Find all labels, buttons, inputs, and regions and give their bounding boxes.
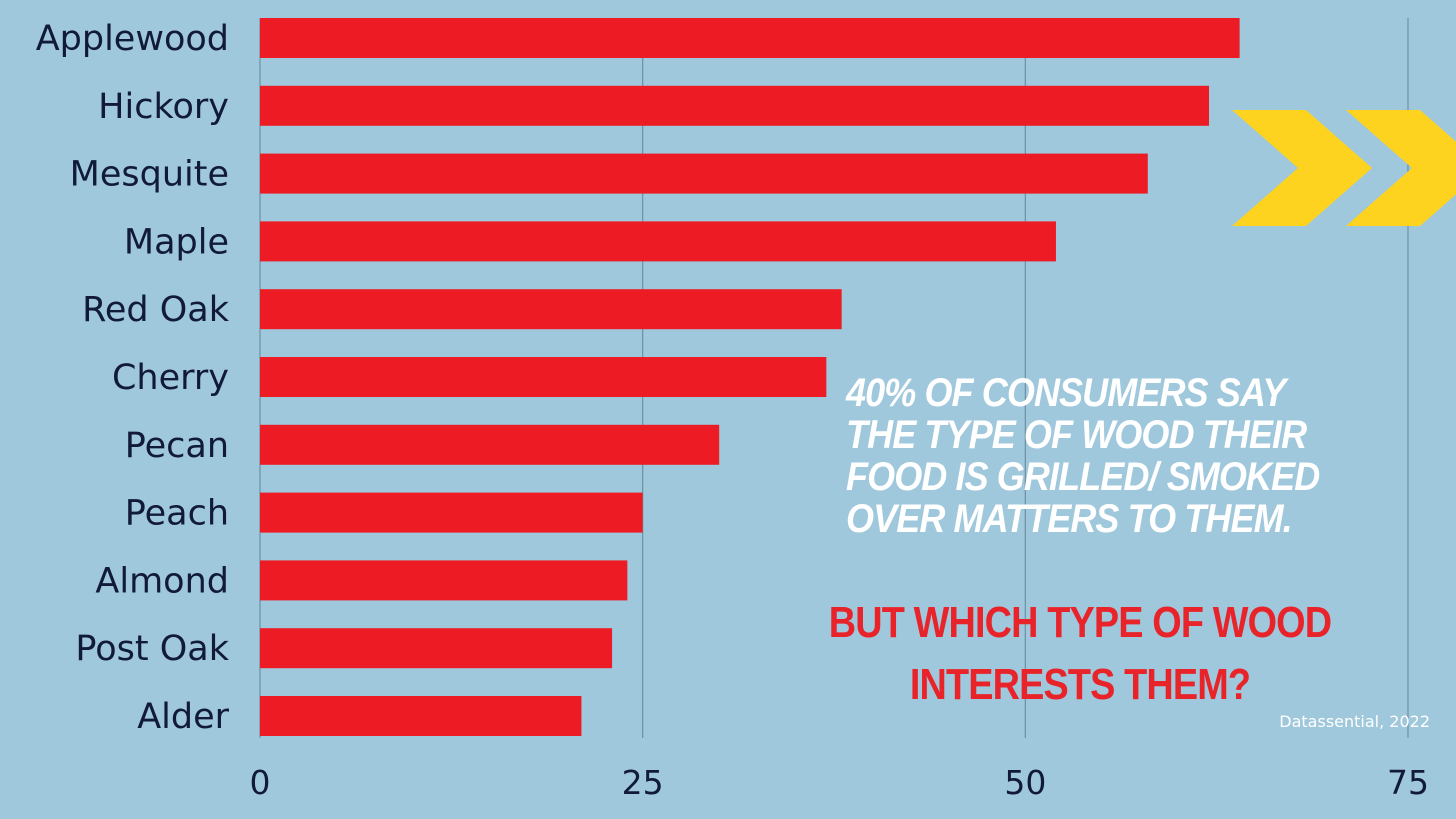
category-label: Alder (137, 697, 229, 737)
category-label: Post Oak (75, 629, 229, 669)
bar-post-oak (260, 628, 613, 669)
question-text: But which type of wood interests them? (828, 598, 1332, 709)
category-label: Peach (125, 494, 229, 534)
category-label: Almond (95, 561, 229, 601)
bar-hickory (260, 85, 1210, 126)
category-label: Mesquite (70, 155, 229, 195)
bar-applewood (260, 18, 1240, 58)
category-label: Applewood (36, 19, 229, 59)
x-tick-label: 75 (1387, 763, 1429, 802)
category-label: Pecan (125, 426, 229, 466)
x-tick-labels: 0 25 50 75 (250, 763, 1430, 802)
category-label: Cherry (112, 358, 229, 398)
bar-maple (260, 221, 1056, 262)
category-labels: Applewood Hickory Mesquite Maple Red Oak Cher… (36, 19, 230, 737)
source-credit: Datassential, 2022 (1279, 712, 1430, 731)
category-label: Hickory (98, 87, 229, 127)
double-chevron-right-icon (1232, 110, 1456, 226)
bar-pecan (260, 424, 720, 465)
bar-mesquite (260, 153, 1148, 194)
bar-almond (260, 560, 628, 601)
category-label: Maple (124, 222, 229, 262)
bar-red-oak (260, 289, 842, 330)
bar-alder (260, 696, 582, 736)
bars (260, 18, 1240, 736)
x-tick-label: 50 (1004, 763, 1046, 802)
x-tick-label: 25 (622, 763, 664, 802)
headline-text: 40% of consumers say the type of wood th… (846, 371, 1320, 541)
category-label: Red Oak (82, 290, 230, 330)
x-tick-label: 0 (250, 763, 271, 802)
bar-peach (260, 492, 643, 533)
bar-cherry (260, 357, 827, 397)
